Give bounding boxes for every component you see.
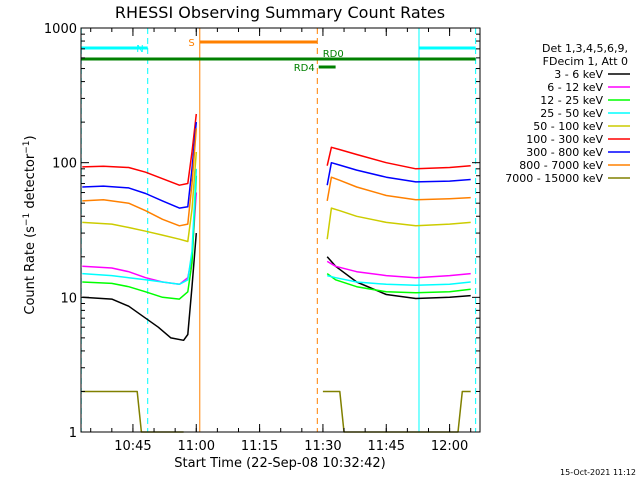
legend-label-3-6-kev: 3 - 6 keV (554, 68, 603, 81)
y-axis-label: Count Rate (s−1 detector−1) (22, 135, 38, 314)
series-50-100-kev (82, 151, 471, 243)
series-100-300-kev (82, 113, 471, 186)
flag-label-n: N (136, 44, 143, 55)
legend-label-800-7000-kev: 800 - 7000 keV (519, 159, 603, 172)
legend-label-12-25-kev: 12 - 25 keV (540, 94, 603, 107)
y-axis-label-exp2: −1 (22, 140, 32, 153)
series-line-25-50-kev-1 (327, 274, 471, 286)
series-line-300-800-kev-1 (326, 161, 471, 186)
y-axis-label-c: ) (23, 135, 38, 140)
y-tick-label-1000: 1000 (44, 22, 77, 37)
legend-label-7000-15000-kev: 7000 - 15000 keV (505, 172, 603, 185)
y-axis-label-a: Count Rate (s (23, 226, 38, 315)
footer-timestamp: 15-Oct-2021 11:12 (560, 468, 636, 477)
series-line-800-7000-kev-0 (82, 128, 198, 227)
series-line-50-100-kev-1 (326, 207, 471, 240)
y-tick-label-1: 1 (69, 426, 77, 441)
x-tick-label-12-00: 12:00 (431, 439, 468, 454)
series-line-100-300-kev-0 (82, 113, 198, 186)
legend-label-50-100-kev: 50 - 100 keV (533, 120, 603, 133)
series-line-12-25-kev-0 (82, 175, 198, 300)
flag-label-rd0: RD0 (323, 49, 344, 60)
series-300-800-kev (82, 122, 471, 209)
chart-title: RHESSI Observing Summary Count Rates (115, 3, 445, 22)
legend-label-6-12-kev: 6 - 12 keV (547, 81, 603, 94)
series-25-50-kev (82, 168, 471, 286)
x-tick-label-11-15: 11:15 (241, 439, 278, 454)
x-tick-label-11-30: 11:30 (304, 439, 341, 454)
legend-header-line-1: Det 1,3,4,5,6,9, (542, 42, 628, 55)
legend-header-line-2: FDecim 1, Att 0 (543, 55, 628, 68)
series-12-25-kev (82, 175, 471, 300)
series-line-3-6-kev-0 (82, 233, 198, 342)
flag-bars: N S RD0 RD4 (81, 38, 476, 74)
x-axis-label: Start Time (22-Sep-08 10:32:42) (174, 456, 385, 471)
series-line-6-12-kev-1 (326, 260, 471, 279)
y-tick-label-100: 100 (52, 157, 77, 172)
x-tick-label-11-00: 11:00 (178, 439, 215, 454)
flag-label-rd4: RD4 (294, 63, 315, 74)
flag-label-s: S (188, 38, 194, 49)
x-tick-label-11-45: 11:45 (368, 439, 405, 454)
series-800-7000-kev (82, 128, 471, 227)
axes: 1 10 100 1000 10:45 11:00 11:15 11:30 11:45 12:00 (44, 22, 481, 454)
series-line-300-800-kev-0 (82, 122, 198, 209)
plot-area (80, 28, 480, 432)
series-line-50-100-kev-0 (82, 151, 198, 243)
x-tick-label-10-45: 10:45 (114, 439, 151, 454)
legend-label-100-300-kev: 100 - 300 keV (526, 133, 603, 146)
y-axis-label-b: detector (23, 153, 38, 213)
series-line-25-50-kev-0 (82, 168, 198, 286)
legend-label-25-50-kev: 25 - 50 keV (540, 107, 603, 120)
series-line-12-25-kev-1 (326, 272, 471, 294)
y-tick-label-10: 10 (60, 291, 77, 306)
legend-label-300-800-kev: 300 - 800 keV (526, 146, 603, 159)
y-axis-label-exp1: −1 (22, 213, 32, 226)
series-line-100-300-kev-1 (326, 146, 471, 170)
series-line-800-7000-kev-1 (326, 176, 471, 202)
legend: Det 1,3,4,5,6,9, FDecim 1, Att 0 3 - 6 k… (505, 42, 630, 185)
